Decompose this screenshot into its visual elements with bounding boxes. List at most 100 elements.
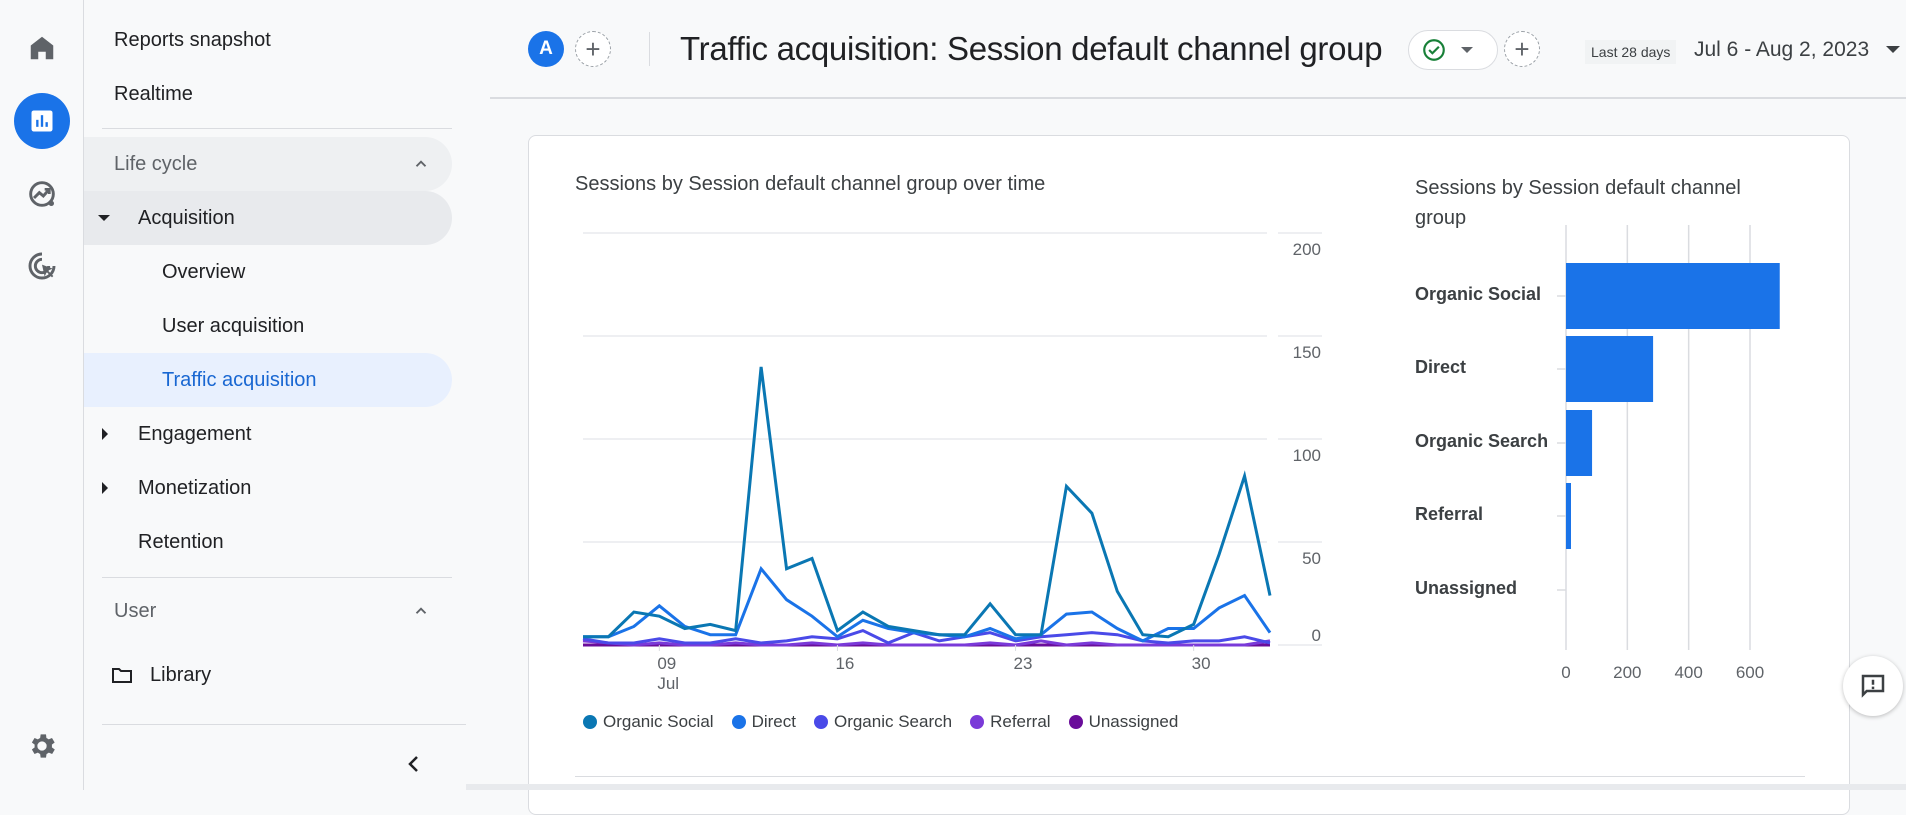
nav-label: User [114, 599, 157, 622]
nav-reports-snapshot[interactable]: Reports snapshot [84, 13, 452, 67]
caret-down-icon [98, 215, 110, 221]
bar-category-label: Unassigned [1415, 578, 1518, 598]
legend-label: Unassigned [1088, 712, 1179, 731]
nav-label: User acquisition [162, 314, 305, 337]
nav-retention[interactable]: Retention [84, 515, 452, 569]
bar-category-label: Direct [1415, 357, 1467, 377]
advertising-icon [28, 252, 56, 280]
legend-label: Organic Social [603, 712, 714, 731]
header-separator [649, 32, 650, 66]
svg-text:200: 200 [1293, 240, 1321, 259]
nav-label: Life cycle [114, 152, 198, 175]
charts-card [528, 135, 1850, 815]
legend-dot-icon [731, 715, 746, 729]
settings-button[interactable] [14, 718, 70, 774]
collapse-nav-button[interactable] [402, 752, 426, 781]
svg-text:Jul: Jul [657, 674, 679, 693]
gear-icon [31, 734, 55, 758]
bar-chart-title-line: Sessions by Session default channel [1415, 177, 1741, 199]
svg-text:50: 50 [1302, 549, 1321, 568]
line-chart-legend: Organic Social Direct Organic Search Ref… [583, 712, 1178, 732]
nav-overview[interactable]: Overview [84, 245, 452, 299]
legend-dot-icon [583, 715, 597, 729]
chevron-left-icon [408, 756, 418, 772]
svg-text:09: 09 [657, 654, 676, 673]
header-divider [490, 97, 1906, 99]
nav-label: Retention [138, 530, 224, 553]
reports-icon [31, 110, 53, 132]
feedback-button[interactable] [1843, 656, 1903, 716]
comparison-avatar[interactable]: A [528, 31, 564, 67]
legend-item-direct[interactable]: Direct [731, 712, 796, 732]
nav-section-user[interactable]: User [84, 584, 452, 638]
nav-label: Overview [162, 260, 246, 283]
folder-icon [112, 668, 132, 683]
nav-acquisition[interactable]: Acquisition [84, 191, 452, 245]
caret-right-icon [102, 482, 108, 494]
nav-section-life-cycle[interactable]: Life cycle [84, 137, 452, 191]
nav-user-acquisition[interactable]: User acquisition [84, 299, 452, 353]
nav-divider [102, 128, 452, 129]
legend-item-unassigned[interactable]: Unassigned [1068, 712, 1179, 732]
rail-home-button[interactable] [14, 20, 70, 76]
add-filter-button[interactable]: + [1504, 31, 1540, 67]
nav-engagement[interactable]: Engagement [84, 407, 452, 461]
nav-monetization[interactable]: Monetization [84, 461, 452, 515]
bar-chart-title-line: group [1415, 207, 1467, 229]
reports-nav: Reports snapshot Realtime Life cycle Acq… [84, 0, 466, 790]
nav-library[interactable]: Library [84, 648, 452, 702]
nav-label: Acquisition [138, 206, 235, 229]
horizontal-scrollbar[interactable] [466, 784, 1906, 790]
card-divider [575, 776, 1805, 777]
home-icon [30, 36, 54, 60]
legend-item-organic-social[interactable]: Organic Social [583, 712, 714, 732]
caret-down-icon [1461, 47, 1473, 53]
svg-text:100: 100 [1293, 446, 1321, 465]
legend-item-referral[interactable]: Referral [970, 712, 1051, 732]
svg-text:23: 23 [1014, 654, 1033, 673]
left-rail [0, 0, 84, 790]
bar-category-label: Organic Search [1415, 431, 1549, 451]
nav-realtime[interactable]: Realtime [84, 67, 452, 121]
svg-text:30: 30 [1192, 654, 1211, 673]
legend-dot-icon [1068, 715, 1083, 729]
svg-text:0: 0 [1312, 626, 1321, 645]
bar-category-label: Organic Social [1415, 284, 1542, 304]
plus-icon: + [1514, 34, 1530, 64]
legend-label: Direct [751, 712, 796, 731]
chevron-up-icon [415, 607, 427, 614]
date-range-picker[interactable]: Jul 6 - Aug 2, 2023 [1694, 38, 1870, 61]
nav-label: Realtime [114, 82, 193, 105]
legend-label: Referral [990, 712, 1051, 731]
report-status-dropdown[interactable] [1408, 30, 1498, 70]
nav-label: Library [150, 663, 212, 686]
feedback-icon [1861, 674, 1885, 698]
bar-category-label: Referral [1415, 504, 1484, 524]
legend-dot-icon [813, 715, 828, 729]
rail-explore-button[interactable] [14, 166, 70, 222]
explore-icon [29, 181, 55, 207]
legend-item-organic-search[interactable]: Organic Search [813, 712, 953, 732]
nav-divider [102, 724, 466, 725]
nav-label: Engagement [138, 422, 252, 445]
rail-reports-button[interactable] [14, 93, 70, 149]
page-title: Traffic acquisition: Session default cha… [680, 30, 1383, 67]
legend-dot-icon [970, 715, 985, 729]
nav-label: Monetization [138, 476, 252, 499]
legend-label: Organic Search [833, 712, 953, 731]
date-caret-icon[interactable] [1886, 46, 1900, 53]
svg-text:150: 150 [1293, 343, 1321, 362]
nav-label: Traffic acquisition [162, 368, 317, 391]
rail-advertising-button[interactable] [14, 238, 70, 294]
add-comparison-button[interactable]: + [575, 31, 611, 67]
plus-icon: + [585, 34, 601, 64]
line-chart-title: Sessions by Session default channel grou… [575, 173, 1046, 195]
svg-text:16: 16 [835, 654, 854, 673]
check-circle-icon [1423, 39, 1445, 61]
nav-label: Reports snapshot [114, 28, 271, 51]
bar-chart-title: Sessions by Session default channel grou… [1415, 173, 1741, 233]
date-preset-label: Last 28 days [1585, 40, 1677, 64]
nav-traffic-acquisition[interactable]: Traffic acquisition [84, 353, 452, 407]
caret-right-icon [102, 428, 108, 440]
